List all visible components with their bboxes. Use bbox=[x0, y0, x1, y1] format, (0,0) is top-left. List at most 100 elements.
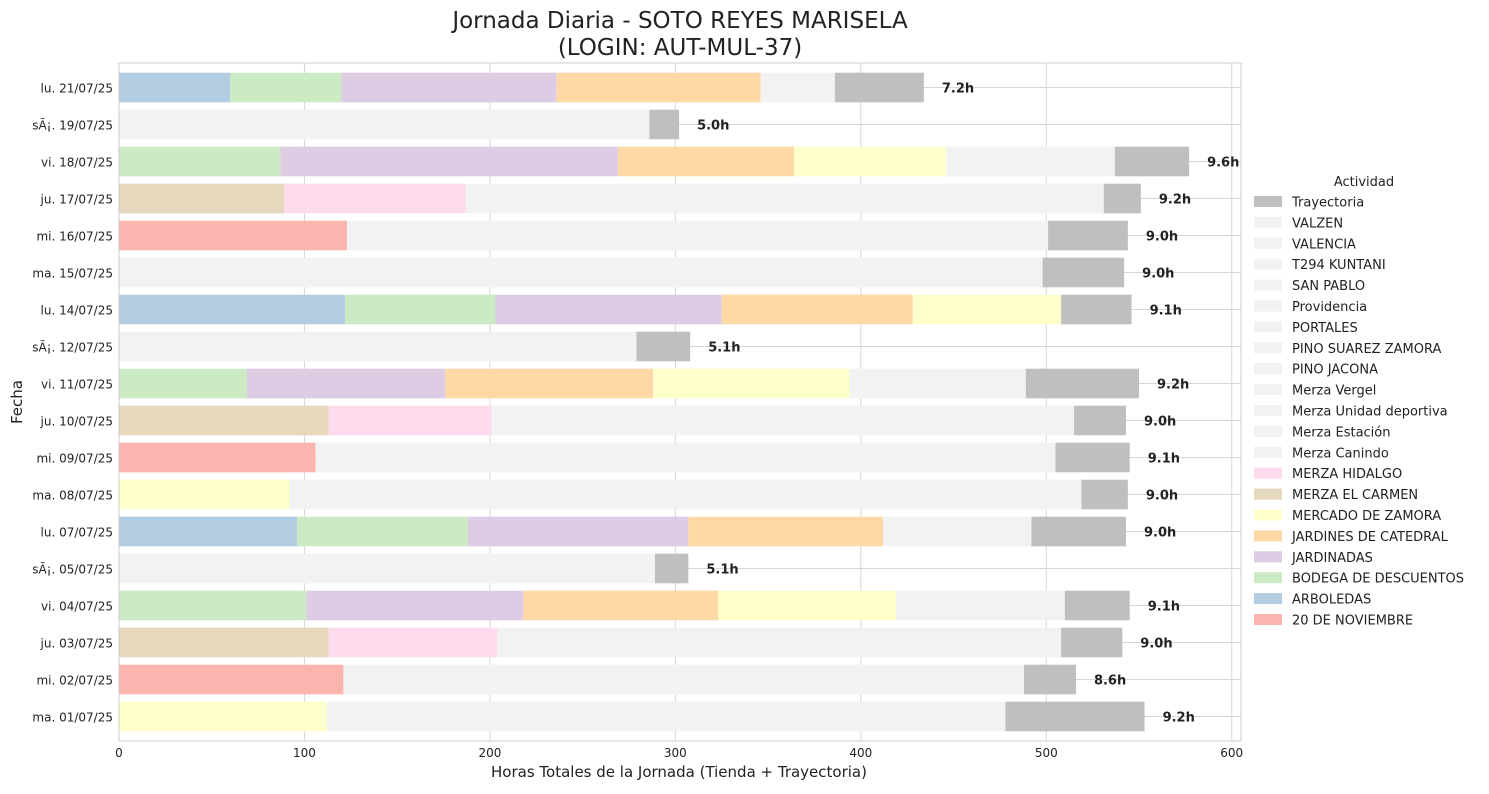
y-tick-label: ju. 17/07/25 bbox=[40, 193, 113, 207]
bar-segment bbox=[230, 72, 342, 103]
legend-swatch bbox=[1254, 467, 1282, 479]
legend-swatch bbox=[1254, 342, 1282, 354]
bar-total-label: 9.6h bbox=[1207, 156, 1239, 171]
bar-segment bbox=[1074, 405, 1127, 436]
legend-entry-label: VALENCIA bbox=[1292, 237, 1356, 252]
legend-swatch bbox=[1254, 551, 1282, 563]
bar-segment bbox=[119, 109, 650, 140]
legend-entry-label: 20 DE NOVIEMBRE bbox=[1292, 614, 1413, 629]
bar-segment bbox=[1055, 442, 1130, 473]
bar-segment bbox=[119, 553, 655, 584]
legend-swatch bbox=[1254, 363, 1282, 375]
legend-entry-label: VALZEN bbox=[1292, 216, 1343, 231]
legend-swatch bbox=[1254, 509, 1282, 521]
chart-title: Jornada Diaria - SOTO REYES MARISELA bbox=[450, 8, 908, 34]
legend-swatch bbox=[1254, 572, 1282, 584]
bar-segment bbox=[119, 146, 281, 177]
legend-swatch bbox=[1254, 425, 1282, 437]
bar-segment bbox=[119, 442, 316, 473]
bar-segment bbox=[946, 146, 1115, 177]
y-tick-label: sÃ¡. 19/07/25 bbox=[32, 118, 113, 133]
bar-segment bbox=[794, 146, 947, 177]
x-tick-label: 300 bbox=[664, 746, 687, 760]
bar-total-label: 9.1h bbox=[1148, 600, 1180, 615]
legend-swatch bbox=[1254, 530, 1282, 542]
bar-segment bbox=[688, 516, 884, 547]
y-tick-label: vi. 11/07/25 bbox=[41, 378, 113, 392]
bar-total-label: 7.2h bbox=[942, 82, 974, 97]
bar-segment bbox=[495, 294, 722, 325]
y-tick-label: ma. 01/07/25 bbox=[32, 711, 113, 725]
bar-segment bbox=[306, 590, 524, 621]
legend-swatch bbox=[1254, 446, 1282, 458]
bar-total-label: 9.0h bbox=[1142, 267, 1174, 282]
bar-segment bbox=[523, 590, 719, 621]
bar-segment bbox=[119, 664, 344, 695]
bar-segment bbox=[467, 516, 689, 547]
legend-entry-label: Merza Canindo bbox=[1292, 446, 1389, 461]
bar-segment bbox=[326, 701, 1006, 732]
bar-segment bbox=[465, 183, 1104, 214]
bar-total-label: 9.0h bbox=[1144, 526, 1176, 541]
legend-entry-label: MERZA HIDALGO bbox=[1292, 467, 1402, 482]
bar-segment bbox=[849, 368, 1026, 399]
bar-segment bbox=[1081, 479, 1128, 510]
legend-entry-label: JARDINES DE CATEDRAL bbox=[1291, 530, 1449, 545]
bar-segment bbox=[760, 72, 835, 103]
y-tick-label: lu. 07/07/25 bbox=[41, 526, 113, 540]
legend-entry-label: JARDINADAS bbox=[1291, 551, 1373, 566]
legend-entry-label: Merza Unidad deportiva bbox=[1292, 405, 1448, 420]
bar-segment bbox=[297, 516, 468, 547]
bar-segment bbox=[445, 368, 654, 399]
legend-title: Actividad bbox=[1334, 175, 1394, 190]
bar-segment bbox=[653, 368, 850, 399]
y-tick-label: ma. 08/07/25 bbox=[32, 489, 113, 503]
y-tick-label: mi. 16/07/25 bbox=[36, 230, 113, 244]
legend-entry-label: PINO SUAREZ ZAMORA bbox=[1292, 342, 1441, 357]
y-tick-label: ju. 10/07/25 bbox=[40, 415, 113, 429]
legend-swatch bbox=[1254, 384, 1282, 396]
y-tick-label: vi. 18/07/25 bbox=[41, 156, 113, 170]
bar-segment bbox=[341, 72, 557, 103]
bar-segment bbox=[636, 331, 691, 362]
y-tick-label: lu. 21/07/25 bbox=[41, 82, 113, 96]
y-tick-label: sÃ¡. 12/07/25 bbox=[32, 340, 113, 355]
bar-segment bbox=[896, 590, 1065, 621]
bar-segment bbox=[1025, 368, 1139, 399]
bar-segment bbox=[119, 294, 346, 325]
x-tick-label: 200 bbox=[478, 746, 501, 760]
bar-segment bbox=[718, 590, 897, 621]
bar-total-label: 5.0h bbox=[697, 119, 729, 134]
bar-segment bbox=[328, 405, 492, 436]
bar-segment bbox=[119, 72, 231, 103]
x-axis-label: Horas Totales de la Jornada (Tienda + Tr… bbox=[491, 763, 867, 781]
bar-segment bbox=[119, 257, 1043, 288]
bar-segment bbox=[119, 368, 247, 399]
bar-segment bbox=[119, 183, 285, 214]
bar-segment bbox=[347, 220, 1049, 251]
legend-entry-label: T294 KUNTANI bbox=[1291, 258, 1386, 273]
bar-segment bbox=[1114, 146, 1190, 177]
bar-segment bbox=[119, 516, 298, 547]
legend-entry-label: PINO JACONA bbox=[1292, 363, 1378, 378]
data-labels: 7.2h 5.0h 9.6h 9.2h 9.0h 9.0h 9.1h 5.1h 9.2h 9.0h… bbox=[697, 82, 1239, 726]
legend-swatch bbox=[1254, 196, 1282, 207]
legend-swatch bbox=[1254, 321, 1282, 333]
legend-entry-label: Merza Estación bbox=[1292, 425, 1390, 440]
bar-segment bbox=[1064, 590, 1130, 621]
x-tick-label: 100 bbox=[293, 746, 316, 760]
x-tick-label: 400 bbox=[849, 746, 872, 760]
bar-segment bbox=[497, 627, 1062, 658]
bar-segment bbox=[1005, 701, 1145, 732]
axes: 0 100 200 300 400 500 600 lu. 21/07/25 sÃ¡. 19/0… bbox=[32, 62, 1243, 760]
bar-total-label: 9.1h bbox=[1148, 452, 1180, 467]
bar-segment bbox=[328, 627, 498, 658]
y-tick-label: mi. 09/07/25 bbox=[36, 452, 113, 466]
bar-total-label: 9.2h bbox=[1157, 378, 1189, 393]
bar-segment bbox=[119, 479, 290, 510]
legend-swatch bbox=[1254, 405, 1282, 416]
bar-segment bbox=[119, 220, 348, 251]
bar-total-label: 9.0h bbox=[1140, 637, 1172, 652]
bar-segment bbox=[654, 553, 689, 584]
